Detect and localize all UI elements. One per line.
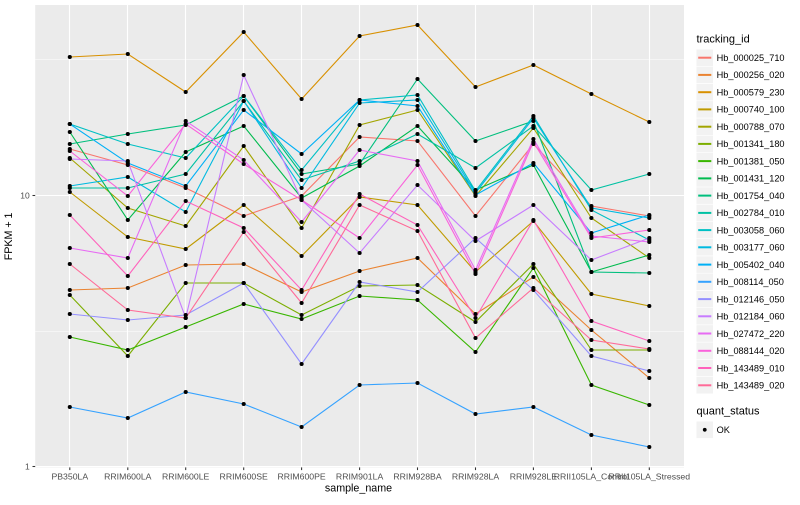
svg-text:Hb_001754_040: Hb_001754_040 (717, 191, 785, 201)
svg-text:1: 1 (25, 462, 30, 472)
svg-text:10: 10 (20, 191, 30, 201)
svg-text:Hb_000579_230: Hb_000579_230 (717, 88, 785, 98)
svg-text:RRIM600LE: RRIM600LE (162, 471, 210, 481)
svg-text:Hb_000740_100: Hb_000740_100 (717, 105, 785, 115)
svg-text:Hb_005402_040: Hb_005402_040 (717, 260, 785, 270)
svg-text:RRIM928BA: RRIM928BA (393, 471, 441, 481)
svg-text:OK: OK (717, 425, 731, 435)
svg-text:quant_status: quant_status (697, 406, 760, 418)
svg-text:RRII105LA_Stressed: RRII105LA_Stressed (608, 471, 690, 481)
svg-text:Hb_012146_050: Hb_012146_050 (717, 294, 785, 304)
svg-text:Hb_003177_060: Hb_003177_060 (717, 243, 785, 253)
svg-text:RRII105LA_Control: RRII105LA_Control (554, 471, 629, 481)
svg-text:RRIM928LE: RRIM928LE (510, 471, 558, 481)
svg-text:tracking_id: tracking_id (697, 34, 750, 46)
svg-text:Hb_008114_050: Hb_008114_050 (717, 277, 784, 287)
svg-text:FPKM + 1: FPKM + 1 (3, 212, 15, 260)
svg-text:Hb_001431_120: Hb_001431_120 (717, 174, 785, 184)
svg-text:Hb_001381_050: Hb_001381_050 (717, 156, 785, 166)
svg-text:Hb_002784_010: Hb_002784_010 (717, 208, 785, 218)
svg-text:RRIM600SE: RRIM600SE (220, 471, 268, 481)
svg-text:sample_name: sample_name (325, 482, 392, 494)
svg-text:Hb_000788_070: Hb_000788_070 (717, 122, 785, 132)
svg-text:RRIM600LA: RRIM600LA (104, 471, 152, 481)
svg-text:RRIM928LA: RRIM928LA (452, 471, 500, 481)
svg-text:Hb_000025_710: Hb_000025_710 (717, 53, 785, 63)
svg-text:Hb_003058_060: Hb_003058_060 (717, 225, 785, 235)
svg-text:RRIM901LA: RRIM901LA (336, 471, 384, 481)
svg-text:PB350LA: PB350LA (51, 471, 88, 481)
svg-text:Hb_001341_180: Hb_001341_180 (717, 139, 785, 149)
svg-text:Hb_143489_020: Hb_143489_020 (717, 381, 785, 391)
svg-text:Hb_088144_020: Hb_088144_020 (717, 346, 785, 356)
svg-text:Hb_012184_060: Hb_012184_060 (717, 312, 785, 322)
svg-text:Hb_027472_220: Hb_027472_220 (717, 329, 785, 339)
svg-text:Hb_143489_010: Hb_143489_010 (717, 363, 785, 373)
svg-text:Hb_000256_020: Hb_000256_020 (717, 70, 785, 80)
svg-text:RRIM600PE: RRIM600PE (277, 471, 325, 481)
